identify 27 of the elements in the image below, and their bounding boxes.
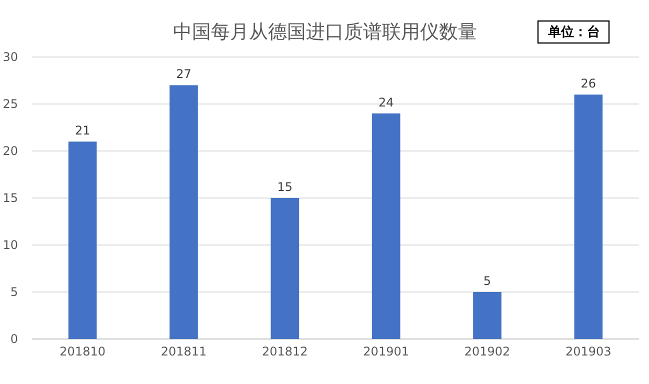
chart-title: 中国每月从德国进口质谱联用仪数量 bbox=[173, 21, 477, 43]
y-tick-label: 25 bbox=[2, 96, 18, 111]
y-tick-label: 30 bbox=[2, 50, 18, 64]
bar bbox=[68, 142, 97, 339]
data-label: 24 bbox=[378, 95, 394, 110]
x-tick-label: 201810 bbox=[60, 344, 106, 359]
bar bbox=[372, 113, 400, 339]
data-label: 26 bbox=[580, 76, 596, 91]
y-tick-label: 5 bbox=[10, 284, 18, 299]
data-label: 27 bbox=[176, 67, 192, 82]
bar bbox=[473, 292, 502, 339]
y-tick-label: 10 bbox=[2, 238, 18, 252]
text: 单位：台 bbox=[547, 24, 600, 40]
y-tick-label: 20 bbox=[2, 144, 18, 158]
x-tick-label: 201903 bbox=[566, 344, 612, 359]
x-tick-label: 201901 bbox=[363, 344, 409, 359]
y-tick-label: 0 bbox=[10, 332, 18, 346]
x-tick-label: 201811 bbox=[160, 344, 207, 359]
bar bbox=[170, 85, 198, 339]
bar bbox=[574, 94, 603, 339]
bar bbox=[270, 198, 300, 339]
x-tick-label: 201902 bbox=[464, 344, 510, 359]
data-label: 5 bbox=[483, 274, 492, 288]
x-tick-label: 201812 bbox=[262, 344, 308, 359]
data-label: 15 bbox=[277, 180, 293, 194]
data-label: 21 bbox=[74, 124, 90, 138]
y-tick-label: 15 bbox=[2, 190, 18, 205]
